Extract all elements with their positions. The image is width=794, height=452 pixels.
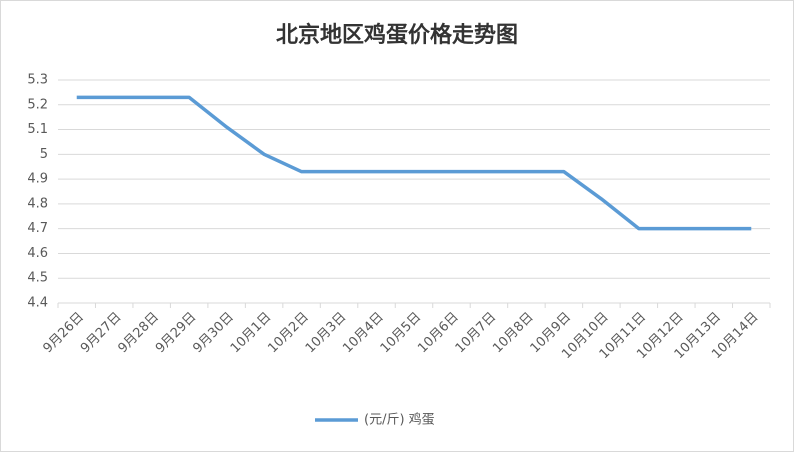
legend-label: (元/斤) 鸡蛋 [364,412,435,428]
chart-title: 北京地区鸡蛋价格走势图 [276,22,518,48]
y-tick-label: 4.8 [27,196,48,211]
y-tick-label: 4.6 [27,246,48,261]
y-tick-label: 5.2 [27,97,48,112]
y-tick-label: 5.1 [27,122,48,137]
y-tick-label: 5.3 [27,73,48,88]
y-tick-label: 4.7 [27,221,48,236]
y-tick-label: 4.4 [27,296,48,311]
y-tick-label: 5 [40,147,48,162]
line-series [76,95,752,231]
y-tick-label: 4.9 [27,172,48,187]
y-tick-label: 4.5 [27,271,48,286]
